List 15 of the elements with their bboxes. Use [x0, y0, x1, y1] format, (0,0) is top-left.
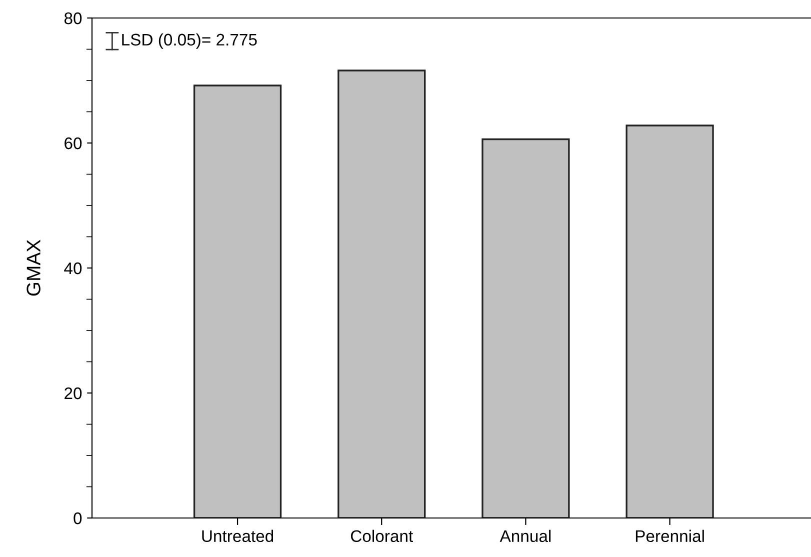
y-axis-title: GMAX: [26, 240, 40, 296]
bar: [193, 84, 282, 518]
y-tick-label: 60: [64, 137, 82, 150]
y-tick-label: 80: [64, 12, 82, 24]
y-tick-label: 0: [74, 512, 82, 524]
x-tick-label: Perennial: [636, 530, 704, 542]
bar: [338, 70, 426, 518]
y-tick-label: 40: [64, 262, 82, 274]
bar: [626, 124, 714, 518]
x-tick-label: Annual: [500, 530, 551, 542]
y-tick-label: 20: [64, 387, 82, 400]
bar: [482, 138, 570, 518]
x-tick-label: Colorant: [350, 530, 413, 542]
x-tick-label: Untreated: [202, 530, 274, 542]
annotation: LSD (0.05)= 2.775: [122, 33, 257, 49]
